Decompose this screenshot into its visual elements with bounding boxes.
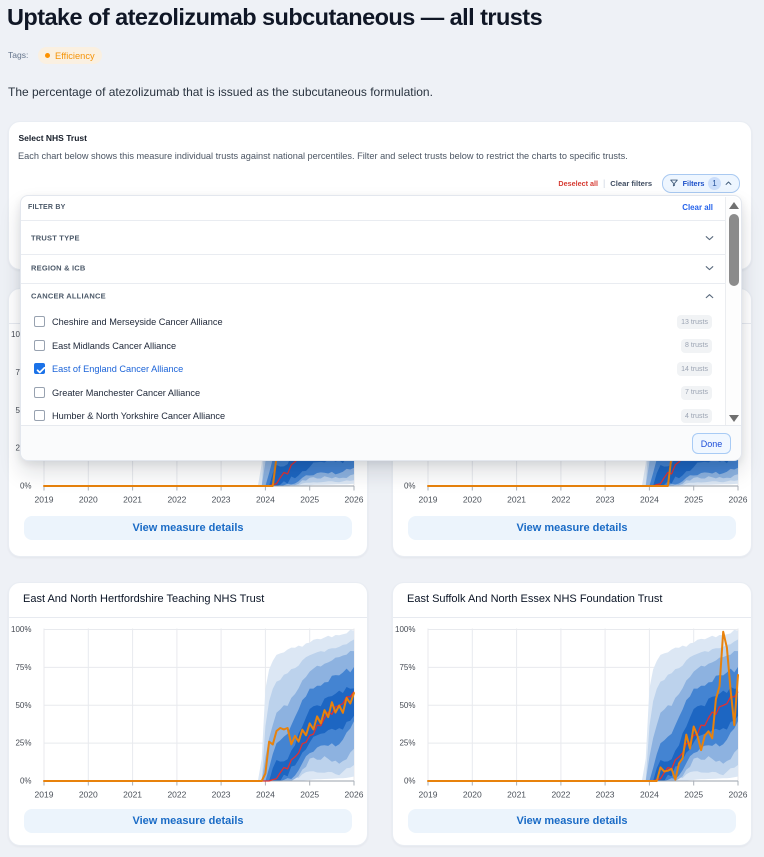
svg-text:100%: 100%	[395, 625, 415, 634]
svg-text:2024: 2024	[640, 790, 659, 800]
svg-text:2025: 2025	[684, 494, 703, 504]
svg-text:2024: 2024	[256, 494, 275, 504]
svg-text:2022: 2022	[551, 790, 570, 800]
svg-text:0%: 0%	[404, 481, 416, 490]
svg-text:2019: 2019	[419, 494, 438, 504]
svg-text:0%: 0%	[20, 777, 32, 786]
svg-text:2023: 2023	[596, 494, 615, 504]
svg-text:2023: 2023	[212, 494, 231, 504]
svg-text:2021: 2021	[123, 790, 142, 800]
svg-text:2022: 2022	[551, 494, 570, 504]
svg-text:2025: 2025	[300, 494, 319, 504]
svg-text:2025: 2025	[300, 790, 319, 800]
svg-text:2020: 2020	[463, 790, 482, 800]
svg-text:2024: 2024	[640, 494, 659, 504]
svg-text:2020: 2020	[79, 494, 98, 504]
svg-text:2023: 2023	[212, 790, 231, 800]
svg-text:2026: 2026	[345, 494, 364, 504]
svg-text:2026: 2026	[729, 790, 748, 800]
svg-text:100%: 100%	[11, 625, 31, 634]
svg-text:2022: 2022	[167, 494, 186, 504]
svg-text:2022: 2022	[167, 790, 186, 800]
svg-text:0%: 0%	[404, 777, 416, 786]
svg-text:75%: 75%	[15, 663, 31, 672]
svg-text:50%: 50%	[15, 701, 31, 710]
svg-text:2021: 2021	[123, 494, 142, 504]
svg-text:2026: 2026	[729, 494, 748, 504]
svg-text:50%: 50%	[399, 701, 415, 710]
svg-text:2019: 2019	[35, 790, 54, 800]
svg-text:25%: 25%	[15, 739, 31, 748]
svg-text:2021: 2021	[507, 494, 526, 504]
svg-text:0%: 0%	[20, 481, 32, 490]
svg-text:2024: 2024	[256, 790, 275, 800]
svg-text:2019: 2019	[35, 494, 54, 504]
svg-text:75%: 75%	[399, 663, 415, 672]
svg-text:2021: 2021	[507, 790, 526, 800]
svg-text:2026: 2026	[345, 790, 364, 800]
svg-text:25%: 25%	[399, 739, 415, 748]
svg-text:2020: 2020	[463, 494, 482, 504]
svg-text:2019: 2019	[419, 790, 438, 800]
svg-text:2020: 2020	[79, 790, 98, 800]
svg-text:2025: 2025	[684, 790, 703, 800]
svg-text:2023: 2023	[596, 790, 615, 800]
